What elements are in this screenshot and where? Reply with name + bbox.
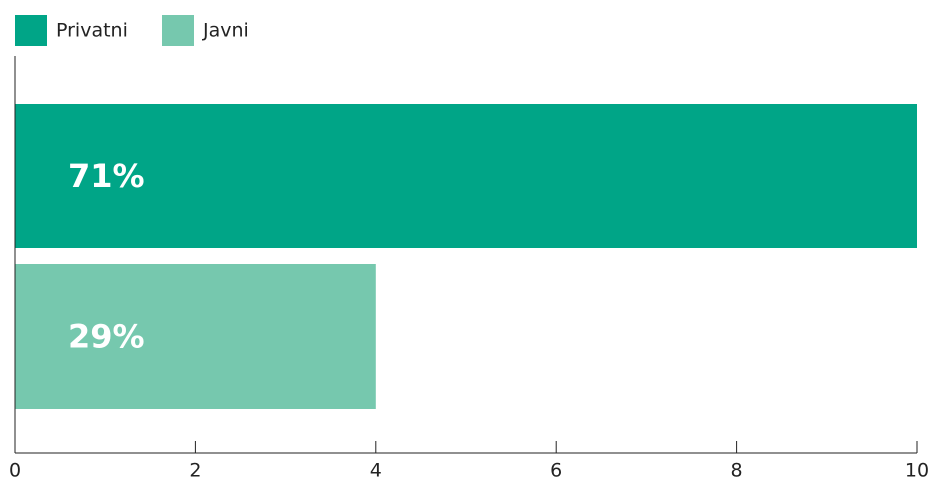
x-tick-label: 10 [905,460,929,482]
x-tick-label: 2 [189,460,201,482]
bar [15,264,376,409]
x-tick-label: 6 [550,460,562,482]
legend-label: Javni [202,20,249,42]
x-tick-label: 4 [370,460,382,482]
bar-label: 29% [68,318,145,356]
x-tick-label: 0 [9,460,21,482]
legend-swatch [162,15,194,46]
legend-swatch [15,15,47,46]
legend-label: Privatni [56,20,128,42]
bar-label: 71% [68,157,145,195]
bar [15,104,917,248]
x-tick-label: 8 [731,460,743,482]
